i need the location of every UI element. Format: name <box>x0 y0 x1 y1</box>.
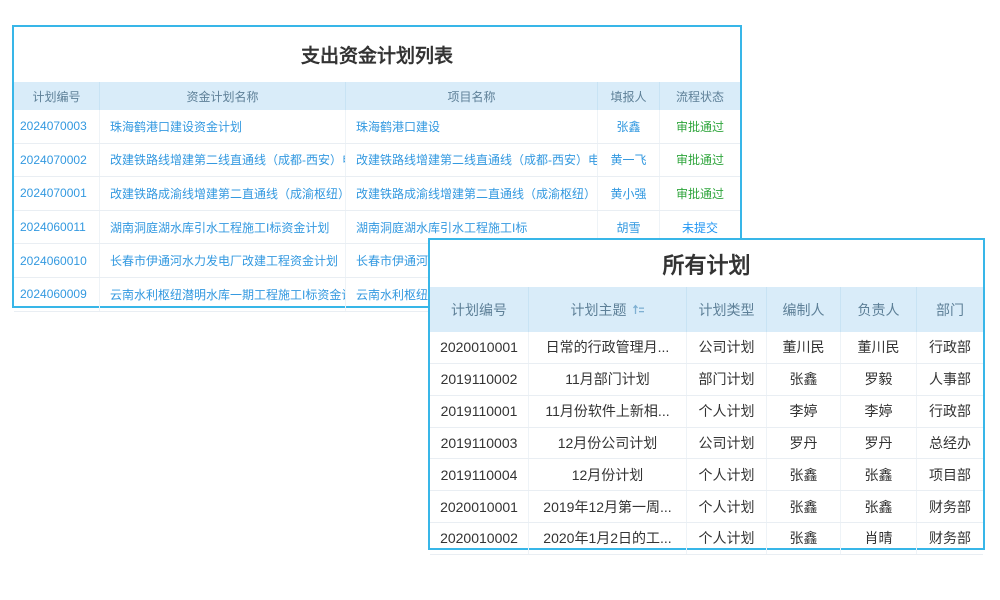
plan-type-cell: 个人计划 <box>687 491 767 523</box>
table-row[interactable]: 2020010001 2019年12月第一周... 个人计划 张鑫 张鑫 财务部 <box>430 491 983 524</box>
status-badge: 审批通过 <box>675 186 724 201</box>
fund-plan-name-link[interactable]: 改建铁路线增建第二线直通线（成都-西安）电... <box>100 143 346 177</box>
status-badge: 审批通过 <box>675 153 724 168</box>
column-header-project-name: 项目名称 <box>346 82 598 110</box>
owner-cell: 董川民 <box>841 332 917 363</box>
department-cell: 财务部 <box>929 498 971 515</box>
table-row[interactable]: 2020010002 2020年1月2日的工... 个人计划 张鑫 肖晴 财务部 <box>430 523 983 555</box>
table-row[interactable]: 2020010001 日常的行政管理月... 公司计划 董川民 董川民 行政部 <box>430 332 983 364</box>
panel-title: 所有计划 <box>662 252 751 278</box>
column-header-plan-topic[interactable]: 计划主题 <box>529 287 687 332</box>
table-row[interactable]: 2019110004 12月份计划 个人计划 张鑫 张鑫 项目部 <box>430 459 983 492</box>
department-cell: 人事部 <box>929 371 971 388</box>
plan-no-cell: 2019110002 <box>430 363 529 395</box>
plan-type-cell: 个人计划 <box>687 523 767 554</box>
plan-no-cell: 2020010001 <box>430 491 529 523</box>
table-row[interactable]: 2024070002 改建铁路线增建第二线直通线（成都-西安）电... 改建铁路… <box>14 143 740 178</box>
plan-no-link[interactable]: 2024060009 <box>14 277 100 311</box>
column-header-process-status: 流程状态 <box>675 89 724 104</box>
table-row[interactable]: 2019110003 12月份公司计划 公司计划 罗丹 罗丹 总经办 <box>430 427 983 460</box>
table-header-row: 计划编号 资金计划名称 项目名称 填报人 流程状态 <box>14 82 740 110</box>
plan-no-cell: 2019110001 <box>430 395 529 427</box>
owner-cell: 肖晴 <box>841 523 917 554</box>
author-cell: 张鑫 <box>767 491 841 523</box>
sort-ascending-icon[interactable] <box>632 303 645 316</box>
filler-name: 张鑫 <box>598 110 660 143</box>
table-row[interactable]: 2019110001 11月份软件上新相... 个人计划 李婷 李婷 行政部 <box>430 395 983 428</box>
column-header-plan-no: 计划编号 <box>14 82 100 110</box>
column-header-plan-no: 计划编号 <box>430 287 529 332</box>
plan-type-cell: 公司计划 <box>687 427 767 459</box>
project-name-link[interactable]: 改建铁路成渝线增建第二直通线（成渝枢纽）... <box>346 177 598 210</box>
owner-cell: 罗丹 <box>841 427 917 459</box>
project-name-link[interactable]: 湖南洞庭湖水库引水工程施工I标 <box>346 210 598 244</box>
department-cell: 财务部 <box>929 530 971 547</box>
table-header-row: 计划编号 计划主题 计划类型 编制人 负责人 部门 <box>430 287 983 332</box>
plan-no-cell: 2020010002 <box>430 523 529 554</box>
plan-no-cell: 2019110003 <box>430 427 529 459</box>
status-badge: 审批通过 <box>675 119 724 134</box>
column-header-owner: 负责人 <box>841 287 917 332</box>
fund-plan-name-link[interactable]: 改建铁路成渝线增建第二直通线（成渝枢纽）... <box>100 177 346 210</box>
column-header-plan-topic-label: 计划主题 <box>570 301 627 318</box>
expenditure-fund-plan-list-panel: 支出资金计划列表 计划编号 资金计划名称 项目名称 填报人 流程状态 20240… <box>12 25 742 312</box>
plan-topic-cell: 11月份软件上新相... <box>529 395 687 427</box>
table-row[interactable]: 2024060009 云南水利枢纽潜明水库一期工程施工I标资金计划 云南水利枢纽… <box>14 277 740 312</box>
table-row[interactable]: 2019110002 11月部门计划 部门计划 张鑫 罗毅 人事部 <box>430 363 983 396</box>
status-badge: 未提交 <box>681 220 718 235</box>
project-name-link[interactable]: 改建铁路线增建第二线直通线（成都-西安）电... <box>346 143 598 177</box>
table-row[interactable]: 2024060011 湖南洞庭湖水库引水工程施工I标资金计划 湖南洞庭湖水库引水… <box>14 210 740 245</box>
author-cell: 张鑫 <box>767 363 841 395</box>
plan-topic-cell: 日常的行政管理月... <box>529 332 687 363</box>
department-cell: 项目部 <box>929 466 971 483</box>
plan-topic-cell: 12月份计划 <box>529 459 687 491</box>
owner-cell: 李婷 <box>841 395 917 427</box>
department-cell: 总经办 <box>929 434 971 451</box>
page-title: 支出资金计划列表 <box>300 46 453 67</box>
author-cell: 李婷 <box>767 395 841 427</box>
plan-topic-cell: 2020年1月2日的工... <box>529 523 687 554</box>
project-name-link[interactable]: 珠海鹤港口建设 <box>346 110 598 143</box>
filler-name: 胡雪 <box>598 210 660 244</box>
owner-cell: 张鑫 <box>841 491 917 523</box>
author-cell: 罗丹 <box>767 427 841 459</box>
plan-no-link[interactable]: 2024070002 <box>14 143 100 177</box>
fund-plan-name-link[interactable]: 云南水利枢纽潜明水库一期工程施工I标资金计划 <box>100 277 346 311</box>
fund-plan-name-link[interactable]: 湖南洞庭湖水库引水工程施工I标资金计划 <box>100 210 346 244</box>
plan-topic-cell: 11月部门计划 <box>529 363 687 395</box>
plan-type-cell: 个人计划 <box>687 395 767 427</box>
table-row[interactable]: 2024070001 改建铁路成渝线增建第二直通线（成渝枢纽）... 改建铁路成… <box>14 177 740 211</box>
plan-no-link[interactable]: 2024060011 <box>14 210 100 244</box>
column-header-filler: 填报人 <box>598 82 660 110</box>
plan-no-cell: 2019110004 <box>430 459 529 491</box>
column-header-department: 部门 <box>936 301 964 318</box>
table-row[interactable]: 2024060010 长春市伊通河水力发电厂改建工程资金计划 长春市伊通河水 <box>14 244 740 278</box>
plan-type-cell: 个人计划 <box>687 459 767 491</box>
author-cell: 董川民 <box>767 332 841 363</box>
plan-no-link[interactable]: 2024070003 <box>14 110 100 143</box>
all-plans-panel: 所有计划 计划编号 计划主题 计划类型 编制人 负责人 部门 202001000… <box>428 238 985 555</box>
plan-topic-cell: 2019年12月第一周... <box>529 491 687 523</box>
plan-no-link[interactable]: 2024060010 <box>14 244 100 277</box>
table-row[interactable]: 2024070003 珠海鹤港口建设资金计划 珠海鹤港口建设 张鑫 审批通过 <box>14 110 740 144</box>
plan-no-cell: 2020010001 <box>430 332 529 363</box>
department-cell: 行政部 <box>929 339 971 356</box>
plan-type-cell: 部门计划 <box>687 363 767 395</box>
fund-plan-name-link[interactable]: 长春市伊通河水力发电厂改建工程资金计划 <box>100 244 346 277</box>
filler-name: 黄小强 <box>598 177 660 210</box>
plan-topic-cell: 12月份公司计划 <box>529 427 687 459</box>
plan-no-link[interactable]: 2024070001 <box>14 177 100 210</box>
owner-cell: 张鑫 <box>841 459 917 491</box>
filler-name: 黄一飞 <box>598 143 660 177</box>
column-header-author: 编制人 <box>767 287 841 332</box>
owner-cell: 罗毅 <box>841 363 917 395</box>
author-cell: 张鑫 <box>767 459 841 491</box>
fund-plan-name-link[interactable]: 珠海鹤港口建设资金计划 <box>100 110 346 143</box>
plan-type-cell: 公司计划 <box>687 332 767 363</box>
column-header-plan-type: 计划类型 <box>687 287 767 332</box>
author-cell: 张鑫 <box>767 523 841 554</box>
column-header-fund-plan-name: 资金计划名称 <box>100 82 346 110</box>
department-cell: 行政部 <box>929 403 971 420</box>
